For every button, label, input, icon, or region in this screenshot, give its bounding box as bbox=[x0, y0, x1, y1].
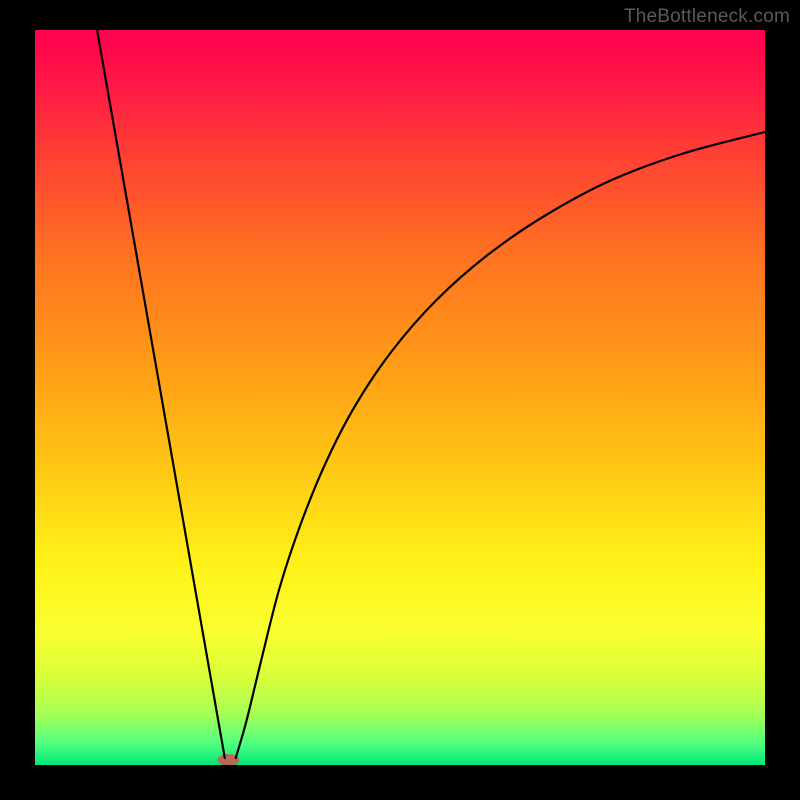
gradient-background bbox=[35, 30, 765, 765]
plot-area bbox=[35, 30, 765, 765]
canvas: TheBottleneck.com bbox=[0, 0, 800, 800]
plot-svg bbox=[35, 30, 765, 765]
watermark: TheBottleneck.com bbox=[624, 6, 790, 28]
